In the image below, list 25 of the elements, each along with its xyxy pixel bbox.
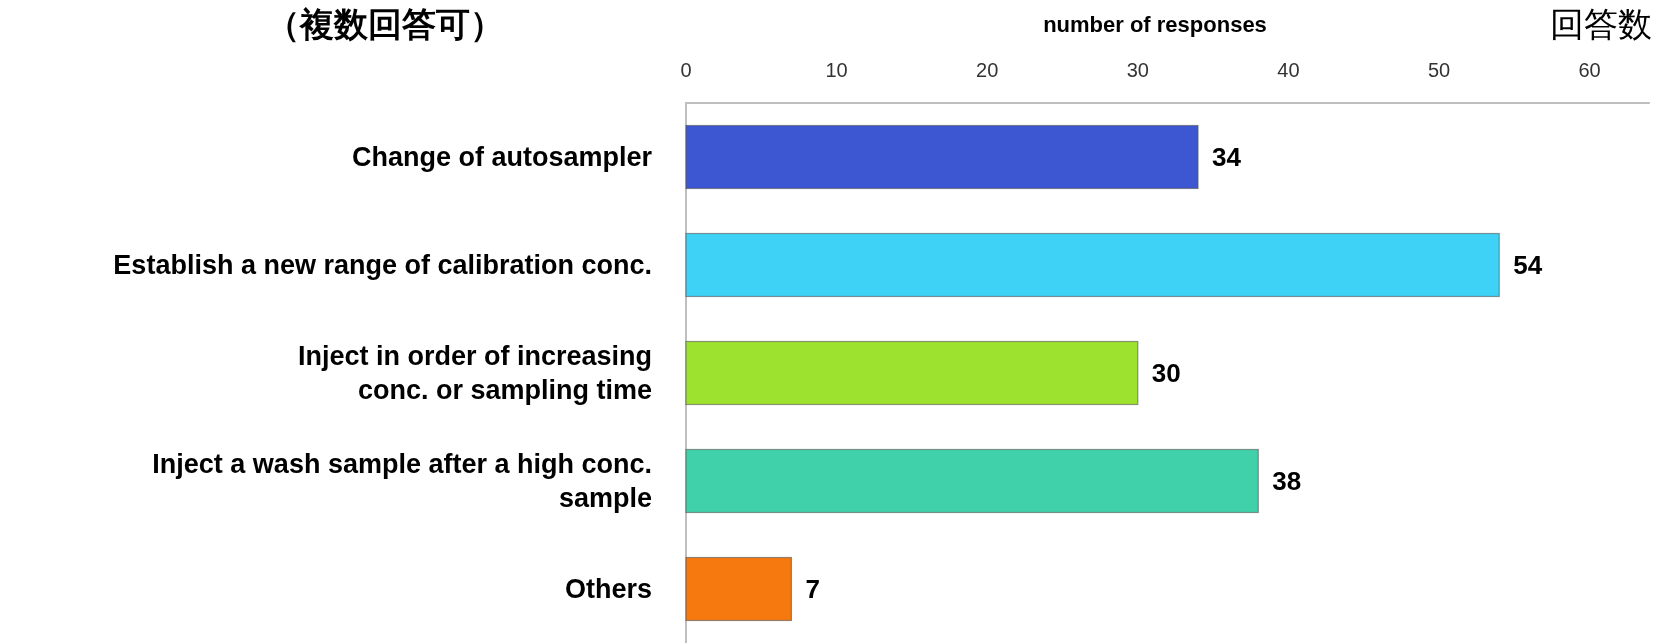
bar xyxy=(685,340,1139,406)
data-label: 7 xyxy=(805,574,820,604)
y-tick-label: Inject a wash sample after a high conc. sample xyxy=(152,449,652,513)
x-tick-label: 60 xyxy=(1578,59,1601,81)
text: （複数回答可） xyxy=(266,5,504,43)
x-tick-label: 40 xyxy=(1277,59,1300,81)
x-tick-label: 30 xyxy=(1126,59,1149,81)
bar xyxy=(685,448,1259,514)
x-tick-label: 0 xyxy=(680,59,692,81)
data-label: 54 xyxy=(1513,250,1543,280)
x-tick-label: 10 xyxy=(825,59,848,81)
text: 回答数 xyxy=(1550,5,1652,43)
y-tick-label: Establish a new range of calibration conc. xyxy=(113,250,652,280)
x-tick-label: 50 xyxy=(1427,59,1451,81)
x-tick-label: 20 xyxy=(976,59,999,81)
data-label: 38 xyxy=(1272,466,1302,496)
y-tick-label: Change of autosampler xyxy=(351,142,653,172)
y-tick-label: Others xyxy=(564,574,652,604)
bar xyxy=(685,124,1199,190)
bar xyxy=(685,556,793,622)
bar xyxy=(685,232,1500,298)
x-axis-title: number of responses xyxy=(1043,12,1267,37)
data-label: 30 xyxy=(1151,358,1181,388)
y-tick-label: Inject in order of increasing conc. or sampling time xyxy=(297,341,652,405)
data-label: 34 xyxy=(1212,142,1242,172)
